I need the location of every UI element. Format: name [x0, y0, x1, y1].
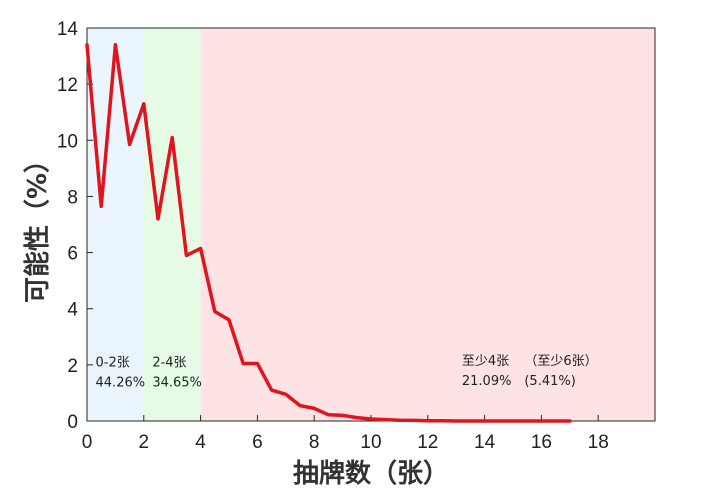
x-tick-label: 16 [531, 432, 552, 453]
y-tick-label: 10 [57, 131, 78, 152]
x-tick-label: 0 [82, 432, 93, 453]
y-tick-label: 6 [67, 244, 78, 265]
annotation-label: 0-2张 [96, 355, 130, 370]
y-tick-label: 2 [67, 356, 78, 377]
annotation-label: 2-4张 [152, 355, 186, 370]
y-axis-ticks: 0 2 4 6 8 10 12 14 [57, 19, 93, 433]
x-tick-label: 14 [474, 432, 496, 453]
region-1 [143, 28, 201, 421]
y-tick-label: 8 [67, 187, 78, 208]
y-tick-label: 14 [57, 19, 79, 40]
x-tick-label: 12 [417, 432, 438, 453]
x-tick-label: 18 [588, 432, 609, 453]
annotation-value: 21.09% [462, 374, 512, 389]
y-tick-label: 0 [67, 412, 78, 433]
y-tick-label: 12 [57, 75, 78, 96]
annotation-value: 34.65% [152, 375, 202, 390]
probability-series-line [85, 43, 572, 423]
annotation-value: (5.41%) [524, 374, 575, 389]
region-0 [87, 28, 144, 421]
x-tick-label: 2 [139, 432, 150, 453]
region-annotations: 0-2张 44.26% 2-4张 34.65% 至少4张 21.09% （至少6张） (5.4… [96, 354, 598, 390]
x-axis-title: 抽牌数（张） [293, 458, 449, 489]
region-2 [200, 28, 655, 421]
annotation-value: 44.26% [96, 375, 146, 390]
shaded-regions [87, 28, 655, 421]
y-axis-title: 可能性（%） [22, 147, 53, 303]
y-tick-label: 4 [67, 300, 78, 321]
x-tick-label: 6 [252, 432, 263, 453]
annotation-label: 至少4张 [462, 354, 509, 369]
annotation-label: （至少6张） [524, 354, 597, 369]
x-axis-ticks: 0 2 4 6 8 10 12 14 16 18 [82, 415, 609, 453]
x-tick-label: 4 [195, 432, 206, 453]
x-tick-label: 10 [360, 432, 381, 453]
x-tick-label: 8 [309, 432, 320, 453]
